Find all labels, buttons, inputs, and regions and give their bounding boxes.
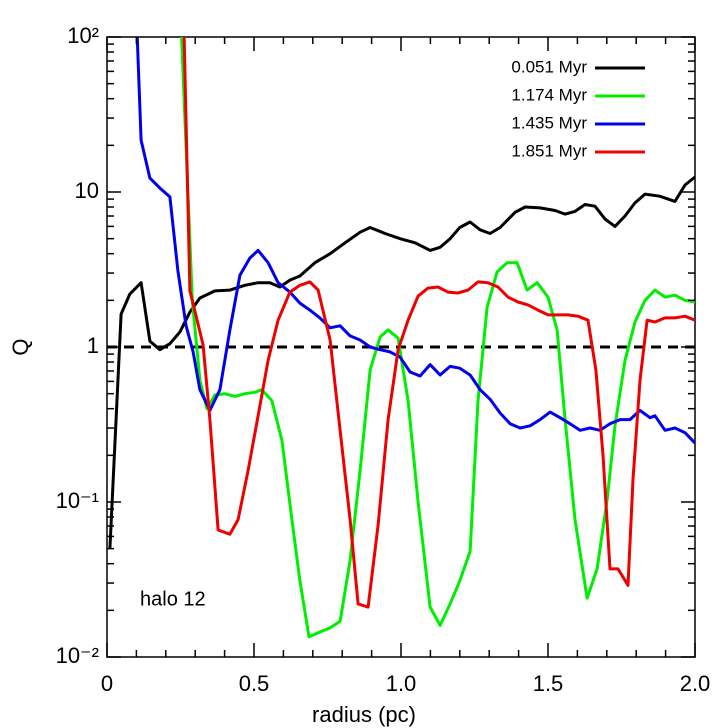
series-line [182,37,695,609]
legend-label: 1.435 Myr [511,113,587,132]
x-tick-label: 1.5 [533,671,564,696]
x-tick-label: 2.0 [680,671,711,696]
x-axis-label: radius (pc) [312,702,416,727]
x-tick-label: 0.5 [239,671,270,696]
y-tick-label: 10² [67,23,99,48]
y-tick-label: 10 [75,178,99,203]
y-axis-label: Q [8,338,33,355]
legend-label: 0.051 Myr [511,57,587,76]
y-tick-label: 10⁻² [56,643,99,668]
y-tick-label: 1 [87,333,99,358]
x-tick-label: 1.0 [386,671,417,696]
series-line [135,37,695,445]
x-tick-label: 0 [101,671,113,696]
annotation: halo 12 [140,588,206,610]
series-line [180,37,695,639]
legend-label: 1.851 Myr [511,141,587,160]
legend-label: 1.174 Myr [511,85,587,104]
y-tick-label: 10⁻¹ [56,488,99,513]
plot-area [107,37,695,639]
